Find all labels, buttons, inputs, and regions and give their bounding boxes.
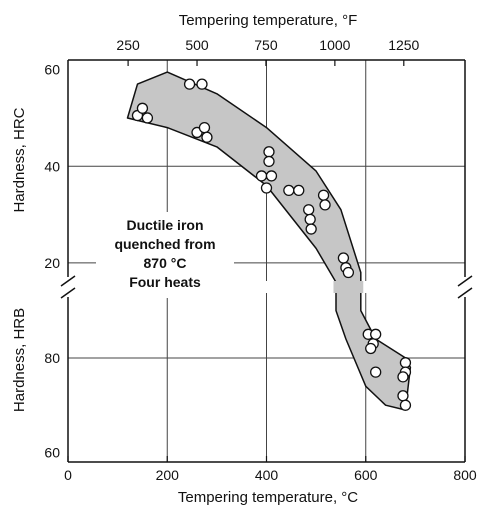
x2-tick-label: 750: [254, 37, 278, 53]
bottom-axis-title: Tempering temperature, °C: [178, 489, 358, 506]
data-point: [317, 189, 330, 201]
data-points: [131, 78, 412, 411]
x2-tick-label: 1000: [319, 37, 350, 53]
data-point: [303, 204, 315, 216]
data-point: [305, 223, 317, 235]
y-tick-label-hrb: 60: [44, 445, 60, 461]
x-tick-label: 200: [156, 467, 180, 483]
data-point: [399, 357, 412, 369]
y-tick-label-hrc: 40: [44, 158, 60, 174]
x-tick-label: 800: [453, 467, 477, 483]
y-tick-label-hrc: 60: [44, 62, 60, 78]
annotation-line: Ductile iron: [126, 217, 203, 233]
x2-tick-label: 500: [185, 37, 209, 53]
annotation-line: 870 °C: [144, 255, 187, 271]
x-tick-label: 0: [64, 467, 72, 483]
x-tick-label: 400: [255, 467, 279, 483]
data-point: [304, 213, 316, 226]
x2-tick-label: 1250: [388, 37, 419, 53]
axis-break-mark: [60, 275, 76, 287]
data-point: [255, 170, 268, 182]
band-through-break: [333, 281, 364, 293]
data-point: [370, 366, 382, 378]
data-point: [260, 182, 273, 194]
data-point: [283, 184, 295, 197]
data-point: [141, 112, 154, 124]
axis-break-mark: [457, 287, 473, 299]
lower-y-axis-title: Hardness, HRB: [11, 308, 28, 412]
tick-labels: 0 200 400 600 800 250 500 750 1000 1250 20 40 60 60 80: [44, 37, 476, 483]
data-point: [370, 328, 382, 340]
annotation-line: Four heats: [129, 274, 201, 290]
top-axis-title: Tempering temperature, °F: [179, 12, 358, 29]
axis-break-mark: [457, 275, 473, 287]
data-point: [365, 342, 377, 355]
y-tick-label-hrb: 80: [44, 350, 60, 366]
x2-tick-label: 250: [116, 37, 140, 53]
data-point: [196, 78, 208, 90]
data-point: [136, 102, 149, 114]
x-tick-label: 600: [354, 467, 378, 483]
data-point: [319, 199, 331, 211]
annotation-line: quenched from: [114, 236, 215, 252]
y-tick-label-hrc: 20: [44, 255, 60, 271]
data-point: [337, 252, 350, 264]
data-point: [263, 146, 275, 158]
annotation: Ductile iron quenched from 870 °C Four h…: [96, 212, 234, 298]
data-point: [263, 155, 275, 168]
data-point: [293, 184, 305, 197]
data-point: [201, 131, 213, 143]
data-point: [399, 399, 412, 411]
data-point: [183, 78, 196, 90]
annotation-background: [96, 212, 234, 298]
data-point: [397, 390, 409, 402]
data-point: [198, 121, 211, 134]
data-point: [397, 371, 409, 383]
upper-y-axis-title: Hardness, HRC: [11, 107, 28, 212]
data-point: [265, 170, 278, 182]
data-point: [342, 266, 355, 279]
axis-break-mark: [60, 287, 76, 299]
